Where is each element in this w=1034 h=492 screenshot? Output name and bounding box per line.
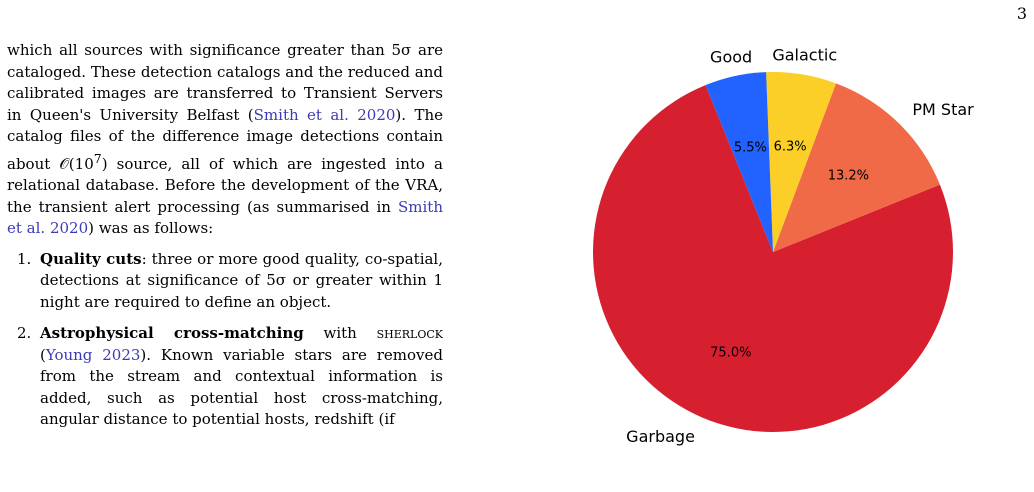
citation-link[interactable]: Smith et al. 2020 xyxy=(7,197,443,238)
list-item-text: ( xyxy=(40,345,46,364)
software-name: sherlock xyxy=(376,324,443,342)
pie-slice-garbage xyxy=(592,85,953,433)
intro-text-1: which all sources with significance grea… xyxy=(7,41,443,124)
list-item-heading: Astrophysical cross-matching xyxy=(40,324,304,342)
list-item-number: 1. xyxy=(17,249,32,268)
pie-category-label: Garbage xyxy=(626,427,695,446)
text-column: which all sources with significance grea… xyxy=(7,40,443,441)
list-item-heading: Quality cuts xyxy=(40,249,142,268)
intro-text-2: ). The catalog files of the difference i… xyxy=(7,105,443,173)
intro-text-4: ) was as follows: xyxy=(88,219,214,237)
intro-text-3: ) source, all of which are ingested into… xyxy=(7,154,443,216)
list-item: 1. Quality cuts: three or more good qual… xyxy=(7,249,443,314)
pie-percentage-label: 75.0% xyxy=(710,345,751,360)
pie-category-label: Galactic xyxy=(772,46,837,65)
pie-slice-good xyxy=(705,72,773,252)
citation-link[interactable]: Young 2023 xyxy=(45,345,141,364)
pie-percentage-label: 13.2% xyxy=(828,169,869,184)
page-number: 3 xyxy=(1016,4,1027,23)
list-item-text: : three or more good quality, co-spatial… xyxy=(40,249,443,311)
pie-category-label: PM Star xyxy=(912,100,974,119)
pie-percentage-label: 6.3% xyxy=(774,139,807,154)
pie-category-label: Good xyxy=(710,48,752,67)
list-item-text: with xyxy=(303,324,377,342)
intro-paragraph: which all sources with significance grea… xyxy=(7,40,443,240)
citation-link[interactable]: Smith et al. 2020 xyxy=(253,105,396,124)
pie-percentage-label: 5.5% xyxy=(734,140,767,155)
pie-slice-pm-star xyxy=(773,83,940,252)
list-item: 2. Astrophysical cross-matching with she… xyxy=(7,323,443,431)
processing-steps-list: 1. Quality cuts: three or more good qual… xyxy=(7,249,443,431)
list-item-text: ). Known variable stars are removed from… xyxy=(40,345,443,429)
pie-slice-galactic xyxy=(766,72,836,253)
list-item-number: 2. xyxy=(17,324,32,342)
superscript: 7 xyxy=(93,150,102,166)
